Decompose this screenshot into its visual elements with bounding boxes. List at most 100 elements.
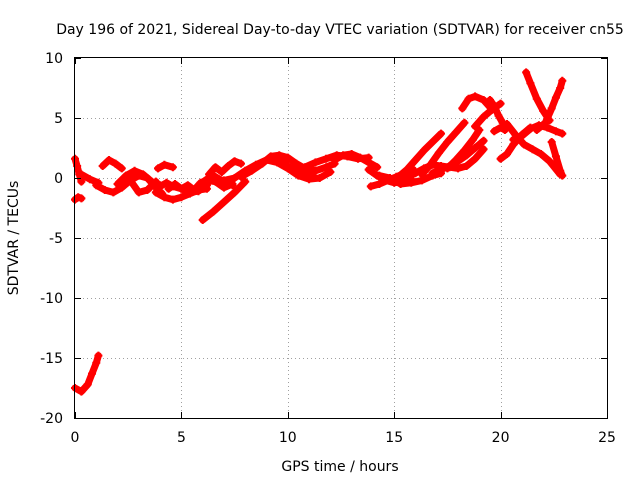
data-point bbox=[496, 99, 505, 108]
y-tick-label: -10 bbox=[40, 291, 63, 307]
data-point bbox=[545, 157, 554, 166]
data-point bbox=[258, 159, 267, 168]
data-point bbox=[109, 188, 118, 197]
data-point bbox=[485, 96, 494, 104]
marker-group-arc-38 bbox=[547, 138, 567, 180]
data-point bbox=[94, 351, 103, 360]
data-point bbox=[434, 148, 443, 157]
data-point bbox=[177, 193, 186, 202]
data-point bbox=[300, 170, 309, 179]
data-point bbox=[411, 156, 420, 164]
data-point bbox=[130, 166, 139, 175]
data-point bbox=[496, 123, 505, 132]
x-tick-label: 25 bbox=[598, 430, 616, 446]
marker-group-arc-1 bbox=[71, 351, 103, 396]
y-tick-label: -5 bbox=[49, 231, 63, 247]
data-point bbox=[522, 68, 531, 77]
data-point bbox=[156, 182, 165, 191]
data-point bbox=[160, 193, 169, 202]
data-point bbox=[443, 138, 452, 146]
marker-group-arc-37 bbox=[532, 76, 567, 134]
data-point bbox=[236, 159, 245, 168]
data-point bbox=[160, 160, 169, 169]
x-tick-label: 5 bbox=[177, 430, 186, 446]
data-point bbox=[528, 145, 537, 154]
data-point bbox=[292, 166, 301, 175]
data-point bbox=[471, 144, 480, 152]
data-point bbox=[407, 178, 416, 187]
data-point bbox=[558, 129, 567, 138]
data-point bbox=[117, 164, 126, 173]
data-point bbox=[373, 163, 382, 172]
marker-group-arc-15 bbox=[198, 177, 250, 224]
data-point bbox=[366, 182, 375, 191]
data-point bbox=[509, 135, 518, 144]
data-point bbox=[347, 150, 356, 158]
data-point bbox=[502, 120, 511, 128]
data-point bbox=[326, 168, 335, 176]
data-point bbox=[190, 186, 199, 194]
y-tick-label: 0 bbox=[54, 171, 63, 187]
data-point bbox=[211, 163, 220, 172]
data-series bbox=[71, 68, 567, 396]
data-point bbox=[230, 188, 239, 197]
marker-group-arc-14 bbox=[205, 157, 245, 179]
data-point bbox=[105, 156, 114, 164]
data-point bbox=[292, 159, 301, 168]
data-point bbox=[77, 194, 86, 203]
data-point bbox=[458, 104, 467, 113]
axis-ticks bbox=[75, 58, 608, 419]
data-point bbox=[113, 180, 122, 188]
data-point bbox=[454, 164, 463, 173]
data-point bbox=[526, 79, 535, 88]
y-tick-labels: -20 -15 -10 -5 0 5 10 bbox=[40, 51, 63, 427]
data-point bbox=[464, 94, 473, 103]
data-point bbox=[151, 188, 160, 197]
y-tick-label: -20 bbox=[40, 411, 63, 427]
data-point bbox=[117, 183, 126, 192]
data-point bbox=[183, 181, 192, 190]
data-point bbox=[217, 168, 226, 176]
data-point bbox=[375, 180, 384, 188]
data-point bbox=[479, 136, 488, 145]
data-point bbox=[526, 124, 535, 133]
data-point bbox=[364, 158, 373, 167]
data-point bbox=[77, 177, 86, 186]
marker-group-arc-9 bbox=[153, 160, 177, 173]
data-point bbox=[460, 146, 469, 155]
data-point bbox=[479, 145, 488, 154]
data-point bbox=[219, 176, 228, 185]
data-point bbox=[394, 172, 403, 181]
data-point bbox=[153, 164, 162, 173]
data-point bbox=[168, 163, 177, 172]
data-point bbox=[92, 181, 101, 190]
data-point bbox=[241, 177, 250, 186]
data-point bbox=[311, 158, 320, 167]
data-point bbox=[356, 153, 365, 162]
data-point bbox=[162, 178, 171, 187]
data-point bbox=[475, 126, 484, 134]
data-point bbox=[437, 165, 446, 174]
data-series-arc-38 bbox=[548, 138, 566, 180]
data-series-arc-31 bbox=[486, 96, 507, 127]
data-point bbox=[547, 104, 556, 113]
data-point bbox=[283, 153, 292, 162]
data-point bbox=[228, 181, 237, 190]
data-point bbox=[462, 162, 471, 170]
data-point bbox=[322, 163, 331, 172]
data-point bbox=[330, 156, 339, 164]
data-point bbox=[537, 150, 546, 158]
data-point bbox=[541, 118, 550, 127]
data-series-arc-26 bbox=[418, 119, 468, 178]
data-point bbox=[211, 172, 220, 181]
data-series-arc-8 bbox=[126, 176, 160, 196]
marker-group-arc-16 bbox=[219, 156, 335, 185]
data-point bbox=[77, 387, 86, 396]
data-point bbox=[168, 195, 177, 204]
data-point bbox=[230, 157, 239, 166]
data-point bbox=[198, 216, 207, 224]
data-point bbox=[539, 106, 548, 115]
data-point bbox=[417, 170, 426, 179]
